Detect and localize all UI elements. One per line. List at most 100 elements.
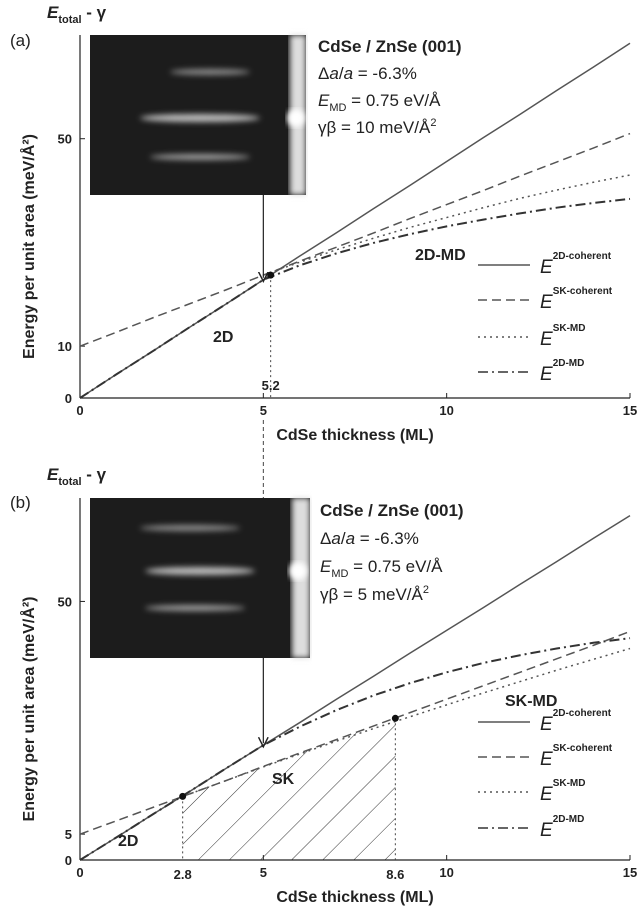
annotation: SK: [272, 771, 295, 788]
text-segment: CdSe / ZnSe (001): [318, 37, 462, 56]
text-segment: MD: [329, 102, 346, 114]
legend-symbol: E: [540, 784, 553, 805]
text-segment: a: [346, 529, 355, 548]
text-segment: a: [329, 64, 338, 83]
text-segment: E: [320, 557, 332, 576]
info-line: Δa/a = -6.3%: [320, 529, 419, 548]
legend-label: ESK-coherent: [540, 286, 613, 313]
x-tick-label: 0: [76, 865, 83, 880]
inset-image: [90, 498, 310, 658]
text-segment: Δ: [318, 64, 329, 83]
legend-label: E2D-coherent: [540, 708, 612, 735]
legend-name: SK-coherent: [553, 286, 613, 297]
info-line: EMD = 0.75 eV/Å: [318, 91, 441, 114]
x-tick-label: 10: [439, 403, 453, 418]
text-segment: - γ: [82, 3, 107, 22]
legend-symbol: E: [540, 820, 553, 841]
y-tick-label: 10: [58, 339, 72, 354]
text-segment: = -6.3%: [353, 64, 417, 83]
marker-label: 5.2: [262, 378, 280, 393]
legend-symbol: E: [540, 749, 553, 770]
text-segment: total: [58, 14, 81, 26]
y-tick-label: 5: [65, 827, 72, 842]
legend-symbol: E: [540, 257, 553, 278]
x-tick-label: 0: [76, 403, 83, 418]
text-segment: Δ: [320, 529, 331, 548]
series-line: [79, 637, 631, 861]
text-segment: MD: [331, 568, 348, 580]
annotation: 2D-MD: [415, 247, 466, 264]
info-line: Δa/a = -6.3%: [318, 64, 417, 83]
legend-name: 2D-MD: [553, 814, 585, 825]
corner-label: Etotal - γ: [47, 3, 107, 26]
annotation: 2D: [213, 329, 233, 346]
text-segment: γβ = 10 meV/Å: [318, 118, 431, 137]
text-segment: = 0.75 eV/Å: [346, 91, 441, 110]
legend-name: 2D-coherent: [553, 251, 612, 262]
inset-image: [90, 35, 306, 195]
x-tick-label: 10: [439, 865, 453, 880]
x-tick-label: 15: [623, 865, 637, 880]
panel-label: (b): [10, 493, 31, 512]
text-segment: - γ: [82, 465, 107, 484]
text-segment: = 0.75 eV/Å: [348, 557, 443, 576]
text-segment: /: [339, 64, 344, 83]
x-tick-label: 15: [623, 403, 637, 418]
legend-name: SK-MD: [553, 778, 586, 789]
marker-point: [179, 792, 187, 800]
corner-label: Etotal - γ: [47, 465, 107, 488]
text-segment: /: [341, 529, 346, 548]
text-segment: total: [58, 476, 81, 488]
info-line: γβ = 5 meV/Å2: [320, 584, 429, 604]
y-axis-label: Energy per unit area (meV/Å²): [19, 134, 38, 359]
x-tick-label: 5: [260, 403, 267, 418]
text-segment: = -6.3%: [355, 529, 419, 548]
x-axis-label: CdSe thickness (ML): [276, 427, 433, 444]
info-line: γβ = 10 meV/Å2: [318, 117, 436, 137]
info-line: CdSe / ZnSe (001): [320, 501, 464, 520]
text-segment: a: [331, 529, 340, 548]
text-segment: E: [318, 91, 330, 110]
marker-point: [391, 714, 399, 722]
hatch-region: [182, 717, 396, 860]
legend-label: E2D-MD: [540, 814, 584, 841]
marker-point: [267, 271, 275, 279]
text-segment: CdSe / ZnSe (001): [320, 501, 464, 520]
text-segment: E: [47, 3, 59, 22]
legend-label: ESK-coherent: [540, 743, 613, 770]
series-line: [79, 197, 631, 399]
legend-name: SK-MD: [553, 323, 586, 334]
series-line: [79, 132, 631, 347]
y-tick-label: 50: [58, 132, 72, 147]
series-line: [263, 174, 631, 276]
annotation: SK-MD: [505, 693, 557, 710]
legend-label: E2D-MD: [540, 358, 584, 385]
legend-label: ESK-MD: [540, 778, 585, 805]
y-axis-label: Energy per unit area (meV/Å²): [19, 597, 38, 822]
y-tick-label: 50: [58, 594, 72, 609]
text-segment: 2: [423, 584, 429, 596]
y-tick-label: 0: [65, 853, 72, 868]
panel-label: (a): [10, 31, 31, 50]
legend-symbol: E: [540, 714, 553, 735]
info-line: CdSe / ZnSe (001): [318, 37, 462, 56]
legend-name: 2D-coherent: [553, 708, 612, 719]
legend-symbol: E: [540, 364, 553, 385]
legend-name: 2D-MD: [553, 358, 585, 369]
x-tick-label: 5: [260, 865, 267, 880]
legend-label: E2D-coherent: [540, 251, 612, 278]
marker-label: 2.8: [174, 867, 192, 882]
text-segment: 2: [430, 117, 436, 129]
text-segment: γβ = 5 meV/Å: [320, 585, 424, 604]
annotation: 2D: [118, 833, 138, 850]
legend-symbol: E: [540, 292, 553, 313]
y-tick-label: 0: [65, 391, 72, 406]
text-segment: E: [47, 465, 59, 484]
marker-label: 8.6: [386, 867, 404, 882]
legend-symbol: E: [540, 329, 553, 350]
x-axis-label: CdSe thickness (ML): [276, 889, 433, 906]
legend-name: SK-coherent: [553, 743, 613, 754]
info-line: EMD = 0.75 eV/Å: [320, 557, 443, 580]
